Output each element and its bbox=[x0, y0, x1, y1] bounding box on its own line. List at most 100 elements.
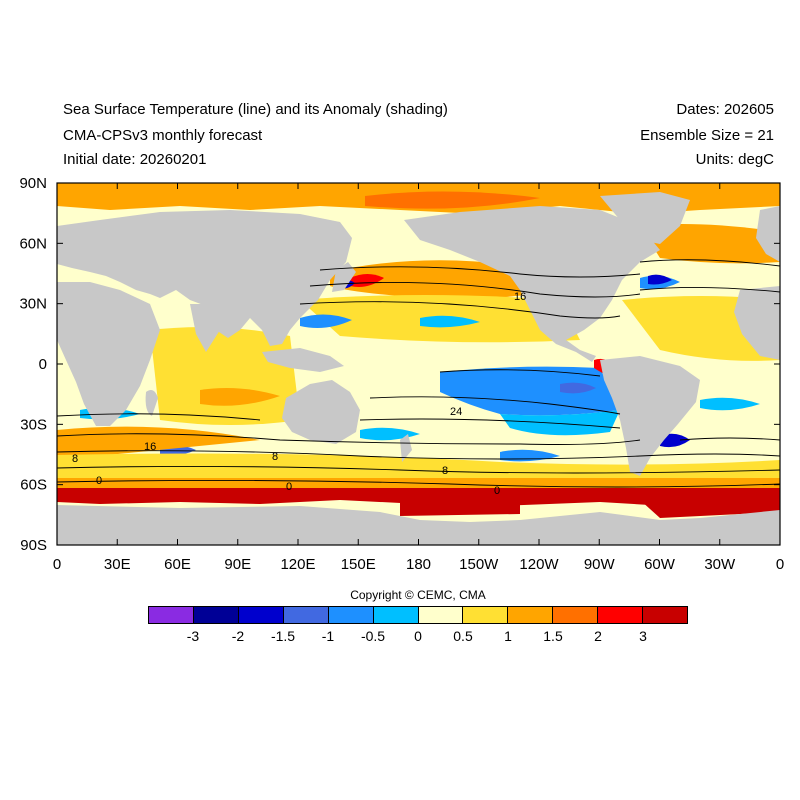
anomaly-patch bbox=[300, 314, 352, 328]
y-tick-label: 0 bbox=[39, 356, 47, 373]
island-newzealand bbox=[400, 434, 412, 462]
map-plot-area: 16 24 16 8 0 8 8 0 0 bbox=[57, 183, 780, 545]
colorbar-swatch bbox=[418, 607, 464, 623]
colorbar-swatch bbox=[149, 607, 194, 623]
contour-line bbox=[57, 413, 261, 421]
continent-europe bbox=[756, 206, 780, 262]
x-tick-label: 90E bbox=[224, 556, 251, 573]
continent-australia bbox=[282, 380, 360, 444]
units-label: Units: degC bbox=[695, 151, 774, 168]
continent-eurasia bbox=[57, 210, 352, 346]
contour-line bbox=[299, 301, 621, 319]
contour-labels: 16 24 16 8 0 8 8 0 0 bbox=[72, 291, 526, 497]
y-tick-label: 60S bbox=[20, 477, 47, 494]
contour-line bbox=[309, 281, 641, 298]
contour-label: 16 bbox=[514, 291, 526, 303]
x-tick-label: 0 bbox=[53, 556, 61, 573]
colorbar-swatch bbox=[373, 607, 419, 623]
contour-line bbox=[679, 437, 780, 441]
map-title: Sea Surface Temperature (line) and its A… bbox=[63, 101, 448, 118]
model-label: CMA-CPSv3 monthly forecast bbox=[63, 127, 263, 144]
contour-line bbox=[439, 369, 601, 377]
colorbar-label: 2 bbox=[594, 628, 602, 644]
anomaly-patch bbox=[350, 274, 384, 287]
colorbar-label: 0.5 bbox=[453, 628, 473, 644]
continent-south-america bbox=[600, 356, 700, 476]
contour-line bbox=[639, 259, 780, 267]
contour-line bbox=[369, 396, 621, 415]
y-tick-label: 60N bbox=[19, 235, 47, 252]
x-tick-label: 150W bbox=[459, 556, 499, 573]
y-tick-label: 30N bbox=[19, 296, 47, 313]
contour-line bbox=[57, 433, 641, 445]
x-tick-label: 30W bbox=[704, 556, 736, 573]
x-tick-label: 90W bbox=[584, 556, 616, 573]
x-tick-label: 60E bbox=[164, 556, 191, 573]
contour-line bbox=[359, 418, 621, 429]
islands-indonesia bbox=[262, 348, 344, 372]
continent-antarctica bbox=[57, 505, 780, 545]
y-tick-label: 90N bbox=[19, 175, 47, 192]
contour-label: 24 bbox=[450, 406, 462, 418]
x-tick-label: 180 bbox=[406, 556, 431, 573]
contour-label: 8 bbox=[72, 453, 78, 465]
anomaly-patch bbox=[640, 224, 780, 264]
anomaly-patch bbox=[440, 366, 620, 416]
copyright-notice: Copyright © CEMC, CMA bbox=[350, 588, 486, 602]
x-tick-label: 0 bbox=[776, 556, 784, 573]
colorbar bbox=[148, 606, 688, 624]
initial-date-label: Initial date: 20260201 bbox=[63, 151, 207, 168]
y-tick-label: 90S bbox=[20, 537, 47, 554]
colorbar-swatch bbox=[553, 607, 599, 623]
contour-label: 8 bbox=[272, 451, 278, 463]
x-tick-label: 60W bbox=[644, 556, 676, 573]
island-japan bbox=[332, 262, 356, 292]
anomaly-patch bbox=[365, 191, 540, 209]
x-axis: 0 30E 60E 90E 120E 150E 180 150W 120W 90W 60W 30W 0 bbox=[53, 183, 784, 573]
continent-africa bbox=[57, 282, 160, 426]
y-tick-label: 30S bbox=[20, 416, 47, 433]
contour-line bbox=[57, 479, 780, 488]
anomaly-patch bbox=[400, 500, 520, 516]
colorbar-label: 1.5 bbox=[543, 628, 563, 644]
anomaly-patch bbox=[648, 274, 672, 285]
colorbar-swatch bbox=[238, 607, 284, 623]
island-madagascar bbox=[145, 390, 158, 416]
colorbar-label: -0.5 bbox=[360, 628, 386, 644]
colorbar-label: 1 bbox=[504, 628, 512, 644]
colorbar-swatch bbox=[643, 607, 688, 623]
anomaly-patch bbox=[500, 410, 620, 436]
colorbar-swatch bbox=[193, 607, 239, 623]
colorbar-label: -1 bbox=[321, 628, 335, 644]
colorbar-swatch bbox=[283, 607, 329, 623]
contour-label: 0 bbox=[96, 475, 102, 487]
x-tick-label: 30E bbox=[104, 556, 131, 573]
anomaly-patch bbox=[660, 433, 690, 448]
colorbar-swatch bbox=[328, 607, 374, 623]
colorbar-label: -2 bbox=[231, 628, 245, 644]
colorbar-label: 0 bbox=[414, 628, 422, 644]
colorbar-label: -3 bbox=[186, 628, 200, 644]
anomaly-patch bbox=[560, 382, 596, 394]
sst-contours bbox=[57, 259, 780, 488]
ensemble-size-label: Ensemble Size = 21 bbox=[640, 127, 774, 144]
contour-label: 8 bbox=[442, 465, 448, 477]
colorbar-label: 3 bbox=[639, 628, 647, 644]
y-axis: 90N 60N 30N 0 30S 60S 90S bbox=[19, 175, 780, 554]
x-tick-label: 120E bbox=[280, 556, 315, 573]
anomaly-patch bbox=[200, 388, 280, 406]
colorbar-swatch bbox=[598, 607, 644, 623]
contour-label: 0 bbox=[286, 481, 292, 493]
continent-india bbox=[190, 304, 220, 352]
anomaly-patch bbox=[700, 397, 760, 411]
anomaly-patch bbox=[57, 488, 780, 508]
island-greenland bbox=[600, 192, 690, 244]
x-tick-label: 120W bbox=[519, 556, 559, 573]
contour-line bbox=[57, 450, 780, 460]
colorbar-swatch bbox=[508, 607, 554, 623]
dates-label: Dates: 202605 bbox=[676, 101, 774, 118]
colorbar-label: -1.5 bbox=[270, 628, 296, 644]
x-tick-label: 150E bbox=[341, 556, 376, 573]
contour-label: 0 bbox=[494, 485, 500, 497]
